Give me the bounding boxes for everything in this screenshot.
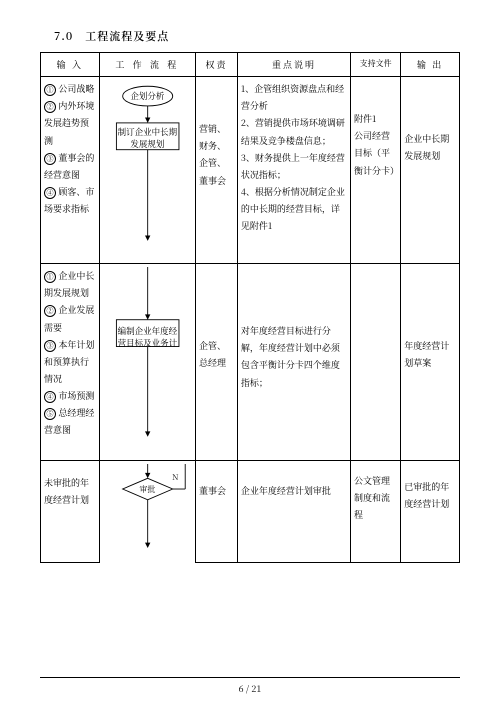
point-item: 2、营销提供市场环境调研结果及竞争楼盘信息；: [241, 114, 347, 148]
inputs-cell: 未审批的年度经营计划: [41, 461, 100, 563]
table-row: ① 公司战略 ② 内外环境发展趋势预测 ③ 董事会的经营意图 ④ 顾客、市场要求…: [41, 77, 460, 264]
point-item: 对年度经营目标进行分解，年度经营计划中必须包含平衡计分卡四个维度指标；: [241, 322, 347, 390]
num-icon: ④: [44, 187, 56, 199]
points-cell: 1、企管组织资源盘点和经营分析 2、营销提供市场环境调研结果及竞争楼盘信息； 3…: [237, 77, 350, 264]
flow-node-plan: 制订企业中长期 发展规划: [100, 127, 195, 151]
input-item: 市场预测: [58, 389, 94, 402]
flow-node-analysis: 企划分析: [100, 89, 195, 103]
output-cell: 企业中长期发展规划: [401, 77, 460, 264]
inputs-cell: ① 企业中长期发展规划 ② 企业发展需要 ③ 本年计划和预算执行情况 ④ 市场预…: [41, 264, 100, 461]
col-support: 支持文件: [351, 53, 401, 77]
points-cell: 企业年度经营计划审批: [237, 461, 350, 563]
num-icon: ③: [44, 340, 56, 352]
auth-cell: 营销、财务、企管、董事会: [196, 77, 238, 264]
point-item: 4、根据分析情况制定企业的中长期的经营目标，详见附件1: [241, 183, 347, 234]
flow-text: 发展规划: [130, 138, 164, 150]
flow-cell: 审批 N: [99, 461, 195, 563]
num-icon: ⑤: [44, 408, 56, 420]
col-auth: 权责: [196, 53, 238, 77]
document-page: 7.0 工程流程及要点 输 入 工 作 流 程 权责 重点说明 支持文件 输 出…: [0, 0, 500, 707]
section-heading: 7.0 工程流程及要点: [54, 28, 460, 44]
auth-text: 营销、财务、企管、董事会: [199, 120, 234, 188]
inputs-cell: ① 公司战略 ② 内外环境发展趋势预测 ③ 董事会的经营意图 ④ 顾客、市场要求…: [41, 77, 100, 264]
flow-node-annual: 编制企业年度经 营目标及业务计: [100, 326, 195, 350]
auth-text: 董事会: [199, 482, 234, 499]
page-number: 6 / 21: [239, 682, 262, 695]
flow-cell: 编制企业年度经 营目标及业务计: [99, 264, 195, 461]
process-table: 输 入 工 作 流 程 权责 重点说明 支持文件 输 出 ① 公司战略 ② 内外…: [40, 52, 460, 563]
footer-rule: [40, 677, 460, 678]
output-cell: 已审批的年度经营计划: [401, 461, 460, 563]
flow-text: 编制企业年度经: [118, 325, 178, 337]
auth-text: 企管、总经理: [199, 337, 234, 371]
table-row: ① 企业中长期发展规划 ② 企业发展需要 ③ 本年计划和预算执行情况 ④ 市场预…: [41, 264, 460, 461]
col-flow: 工 作 流 程: [99, 53, 195, 77]
table-header-row: 输 入 工 作 流 程 权责 重点说明 支持文件 输 出: [41, 53, 460, 77]
num-icon: ①: [44, 84, 56, 96]
point-item: 1、企管组织资源盘点和经营分析: [241, 80, 347, 114]
auth-cell: 企管、总经理: [196, 264, 238, 461]
num-icon: ④: [44, 391, 56, 403]
support-item: 公司经营目标（平衡计分卡）: [354, 127, 397, 178]
support-cell: 公文管理制度和流程: [351, 461, 401, 563]
point-item: 3、财务提供上一年度经营状况指标；: [241, 149, 347, 183]
col-output: 输 出: [401, 53, 460, 77]
flow-text: 营目标及业务计: [118, 337, 178, 349]
auth-cell: 董事会: [196, 461, 238, 563]
table-row: 未审批的年度经营计划 审批 N: [41, 461, 460, 563]
flow-diagram-2: [103, 267, 192, 457]
input-item: 未审批的年度经营计划: [44, 474, 96, 508]
flow-node-decision: 审批: [100, 483, 195, 497]
flow-cell: 企划分析 制订企业中长期 发展规划: [99, 77, 195, 264]
num-icon: ②: [44, 101, 56, 113]
num-icon: ②: [44, 305, 56, 317]
support-cell: [351, 264, 401, 461]
support-item: 附件1: [354, 110, 397, 127]
flow-diagram-1: [103, 80, 192, 260]
output-cell: 年度经营计划草案: [401, 264, 460, 461]
output-text: 已审批的年度经营计划: [404, 478, 456, 512]
output-text: 年度经营计划草案: [404, 337, 456, 371]
input-item: 公司战略: [58, 82, 94, 95]
flow-text: 制订企业中长期: [118, 126, 178, 138]
point-item: 企业年度经营计划审批: [241, 482, 347, 499]
support-cell: 附件1 公司经营目标（平衡计分卡）: [351, 77, 401, 264]
branch-label-n: N: [172, 471, 178, 485]
output-text: 企业中长期发展规划: [404, 130, 456, 164]
num-icon: ①: [44, 271, 56, 283]
points-cell: 对年度经营目标进行分解，年度经营计划中必须包含平衡计分卡四个维度指标；: [237, 264, 350, 461]
col-points: 重点说明: [237, 53, 350, 77]
support-item: 公文管理制度和流程: [354, 472, 397, 523]
col-input: 输 入: [41, 53, 100, 77]
num-icon: ③: [44, 153, 56, 165]
page-footer: 6 / 21: [0, 677, 500, 695]
